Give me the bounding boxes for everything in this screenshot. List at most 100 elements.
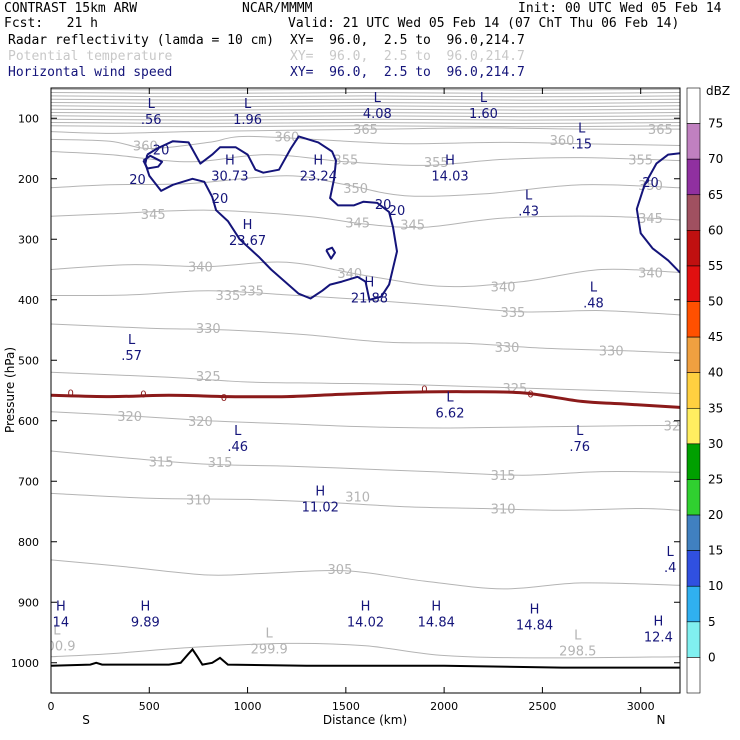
forecast-hour: Fcst: 21 h (4, 16, 98, 31)
wind-extremum-marker: L (667, 545, 675, 560)
theta-extremum-marker: L (266, 627, 274, 642)
x-tick-label: 2000 (430, 700, 458, 713)
colorbar-unit: dBZ (706, 84, 730, 98)
theta-contour-315 (51, 450, 680, 476)
theta-contour-label: 345 (638, 212, 663, 227)
colorbar-swatch (686, 550, 701, 587)
theta-contour-305 (51, 559, 680, 590)
colorbar-swatch (686, 123, 701, 160)
y-tick-label: 700 (18, 475, 39, 488)
wind-extremum-value: .15 (571, 137, 592, 152)
field-reflectivity-xy: XY= 96.0, 2.5 to 96.0,214.7 (290, 33, 525, 48)
theta-contour-330 (51, 323, 680, 354)
wind-extremum-value: 14.84 (516, 618, 553, 633)
colorbar-swatch (686, 621, 701, 658)
wind-extremum-marker: L (244, 97, 252, 112)
theta-contour-upper (51, 88, 680, 91)
theta-contour-label: 365 (353, 123, 378, 138)
theta-contour-label: 355 (424, 156, 449, 171)
theta-contour-label: 355 (628, 153, 653, 168)
theta-contour-label: 310 (186, 493, 211, 508)
wind-extremum-marker: L (446, 391, 454, 406)
wind-extremum-value: 14 (53, 615, 70, 630)
theta-contour-label: 355 (333, 153, 358, 168)
colorbar-swatch (686, 585, 701, 623)
theta-contour-upper (51, 118, 680, 121)
theta-extremum-value: 298.5 (559, 644, 596, 659)
theta-extremum-value: 300.9 (38, 640, 75, 655)
wind-extremum-marker: L (128, 333, 136, 348)
wind-extremum-marker: L (590, 281, 598, 296)
theta-extremum-marker: L (53, 624, 61, 639)
wind-extremum-marker: L (374, 91, 382, 106)
theta-contour-label: 335 (239, 285, 264, 300)
theta-contour-label: 335 (215, 289, 240, 304)
colorbar-tick-label: 25 (708, 472, 723, 486)
theta-contour-325 (51, 371, 680, 394)
colorbar-swatch (686, 657, 701, 694)
wind-extremum-marker: H (315, 484, 325, 499)
wind-contour-label: 20 (642, 176, 659, 191)
wind-contour-label: 20 (389, 204, 406, 219)
wind-extremum-marker: H (431, 599, 441, 614)
wind-extremum-marker: L (525, 189, 533, 204)
colorbar-swatch (686, 265, 701, 302)
north-end-label: N (657, 713, 666, 727)
colorbar-tick-label: 60 (708, 223, 723, 237)
y-tick-label: 200 (18, 173, 39, 186)
wind-extremum-value: 11.02 (302, 500, 339, 515)
freezing-level-label: 0 (67, 389, 73, 400)
colorbar-tick-label: 10 (708, 579, 723, 593)
theta-contour-label: 305 (328, 563, 353, 578)
wind-extremum-value: 12.4 (644, 630, 673, 645)
wind-contour-label: 20 (375, 198, 392, 213)
theta-contour-upper (51, 111, 680, 114)
wind-extremum-value: 1.60 (469, 107, 498, 122)
wind-extremum-value: 6.62 (436, 407, 465, 422)
colorbar-swatch (686, 514, 701, 551)
wind-extremum-value: 14.84 (418, 615, 455, 630)
field-theta-name: Potential temperature (8, 49, 173, 64)
wind-extremum-value: .48 (583, 297, 604, 312)
theta-contour-label: 345 (345, 216, 370, 231)
field-reflectivity-name: Radar reflectivity (lamda = 10 cm) (8, 33, 275, 48)
field-wind-name: Horizontal wind speed (8, 65, 173, 80)
theta-contour-label: 340 (638, 267, 663, 282)
colorbar-swatch (686, 87, 701, 124)
theta-contour-label: 315 (208, 456, 233, 471)
wind-extremum-marker: L (578, 121, 586, 136)
wind-extremum-marker: L (480, 91, 488, 106)
theta-contour-upper (51, 125, 680, 128)
colorbar-tick-label: 70 (708, 152, 723, 166)
wind-contour-20 (144, 135, 398, 301)
wind-contour-label: 20 (129, 173, 146, 188)
wind-extremum-marker: L (148, 97, 156, 112)
wind-extremum-value: .76 (569, 440, 590, 455)
wind-extremum-value: 30.73 (211, 169, 248, 184)
theta-contour-300 (51, 642, 680, 659)
colorbar-swatch (686, 158, 701, 196)
wind-contour-20 (325, 246, 336, 260)
wind-extremum-value: 23.67 (229, 234, 266, 249)
freezing-level-label: 0 (140, 390, 146, 401)
x-tick-label: 500 (139, 700, 160, 713)
theta-extremum-marker: L (574, 628, 582, 643)
field-wind-xy: XY= 96.0, 2.5 to 96.0,214.7 (290, 65, 525, 80)
wind-extremum-value: .56 (141, 113, 162, 128)
wind-extremum-marker: L (234, 424, 242, 439)
wind-extremum-marker: H (361, 599, 371, 614)
y-tick-label: 400 (18, 294, 39, 307)
y-tick-label: 500 (18, 354, 39, 367)
y-tick-label: 1000 (11, 657, 39, 670)
y-tick-label: 900 (18, 596, 39, 609)
theta-contour-310 (51, 492, 680, 511)
wind-extremum-value: 1.96 (233, 113, 262, 128)
theta-contour-345 (51, 209, 680, 228)
x-tick-label: 1000 (234, 700, 262, 713)
wind-extremum-marker: H (225, 153, 235, 168)
init-time: Init: 00 UTC Wed 05 Feb 14 (518, 1, 722, 16)
theta-contour-label: 325 (502, 382, 527, 397)
colorbar-tick-label: 0 (708, 650, 716, 664)
theta-contour-335 (51, 290, 680, 316)
wind-extremum-marker: L (576, 424, 584, 439)
